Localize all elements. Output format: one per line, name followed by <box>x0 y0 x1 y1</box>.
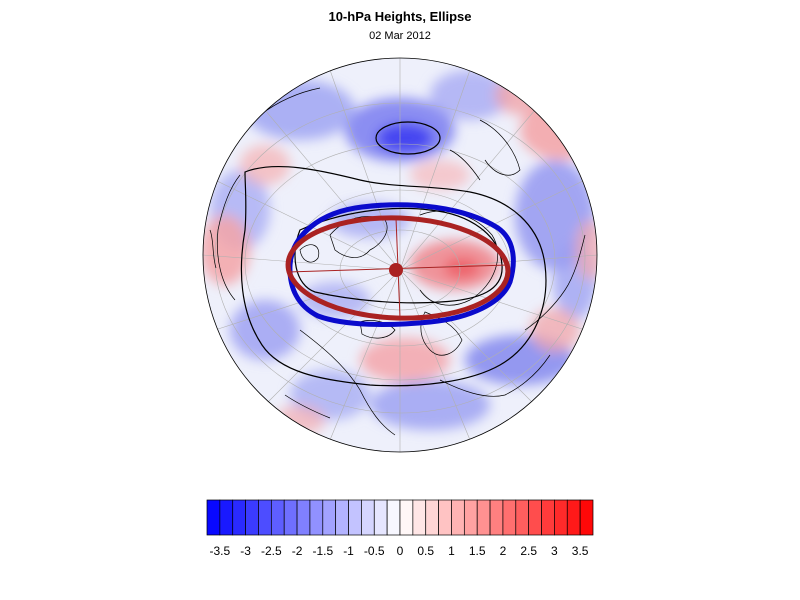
colorbar-box <box>489 499 504 536</box>
colorbar-box <box>309 499 324 536</box>
polar-map <box>202 57 598 453</box>
colorbar-box <box>412 499 427 536</box>
colorbar-box <box>566 499 581 536</box>
colorbar-box <box>425 499 439 536</box>
colorbar-box <box>554 499 568 536</box>
colorbar-tick-label: 3.5 <box>572 544 589 558</box>
globe-outline <box>202 57 598 453</box>
colorbar-box <box>528 499 542 536</box>
colorbar-tick-label: -3 <box>240 544 251 558</box>
colorbar-labels: -3.5 -3 -2.5 -2 -1.5 -1 -0.5 0 0.5 1 1.5 2 2.5 3 3.5 <box>210 544 589 558</box>
observed-vortex-ellipse <box>287 202 516 327</box>
colorbar-box <box>283 499 298 536</box>
colorbar-box <box>386 499 401 536</box>
colorbar-box <box>515 499 530 536</box>
anomaly-field <box>203 58 597 452</box>
colorbar-tick-label: 2 <box>500 544 507 558</box>
colorbar-box <box>373 499 388 536</box>
colorbar-boxes <box>206 499 594 536</box>
colorbar-box <box>206 499 221 536</box>
colorbar-box <box>245 499 259 536</box>
colorbar-box <box>335 499 349 536</box>
colorbar-tick-label: -0.5 <box>364 544 385 558</box>
colorbar-box <box>463 499 478 536</box>
colorbar-box <box>219 499 234 536</box>
colorbar-tick-label: -2 <box>292 544 303 558</box>
colorbar-tick-label: -3.5 <box>210 544 231 558</box>
map-title: 10-hPa Heights, Ellipse <box>328 9 472 24</box>
colorbar-box <box>348 499 362 536</box>
colorbar-tick-label: 1 <box>448 544 455 558</box>
colorbar-box <box>502 499 517 536</box>
map-date: 02 Mar 2012 <box>369 30 431 42</box>
colorbar-box <box>451 499 465 536</box>
colorbar-tick-label: -1 <box>343 544 354 558</box>
colorbar-tick-label: 1.5 <box>469 544 486 558</box>
colorbar-box <box>579 499 594 536</box>
colorbar-box <box>361 499 375 536</box>
colorbar-tick-label: 2.5 <box>520 544 537 558</box>
colorbar-tick-label: -2.5 <box>261 544 282 558</box>
colorbar-box <box>232 499 246 536</box>
height-contours <box>240 121 547 387</box>
colorbar-box <box>438 499 452 536</box>
colorbar-box <box>541 499 555 536</box>
colorbar-box <box>270 499 285 536</box>
colorbar-box <box>258 499 272 536</box>
colorbar-tick-label: -1.5 <box>312 544 333 558</box>
colorbar-box <box>322 499 337 536</box>
vortex-centroid <box>389 263 403 277</box>
fitted-vortex-ellipse <box>285 215 511 321</box>
colorbar-box <box>399 499 414 536</box>
colorbar-tick-label: 3 <box>551 544 558 558</box>
colorbar-tick-label: 0 <box>397 544 404 558</box>
colorbar-tick-label: 0.5 <box>417 544 434 558</box>
colorbar-box <box>476 499 491 536</box>
colorbar-box <box>296 499 311 536</box>
